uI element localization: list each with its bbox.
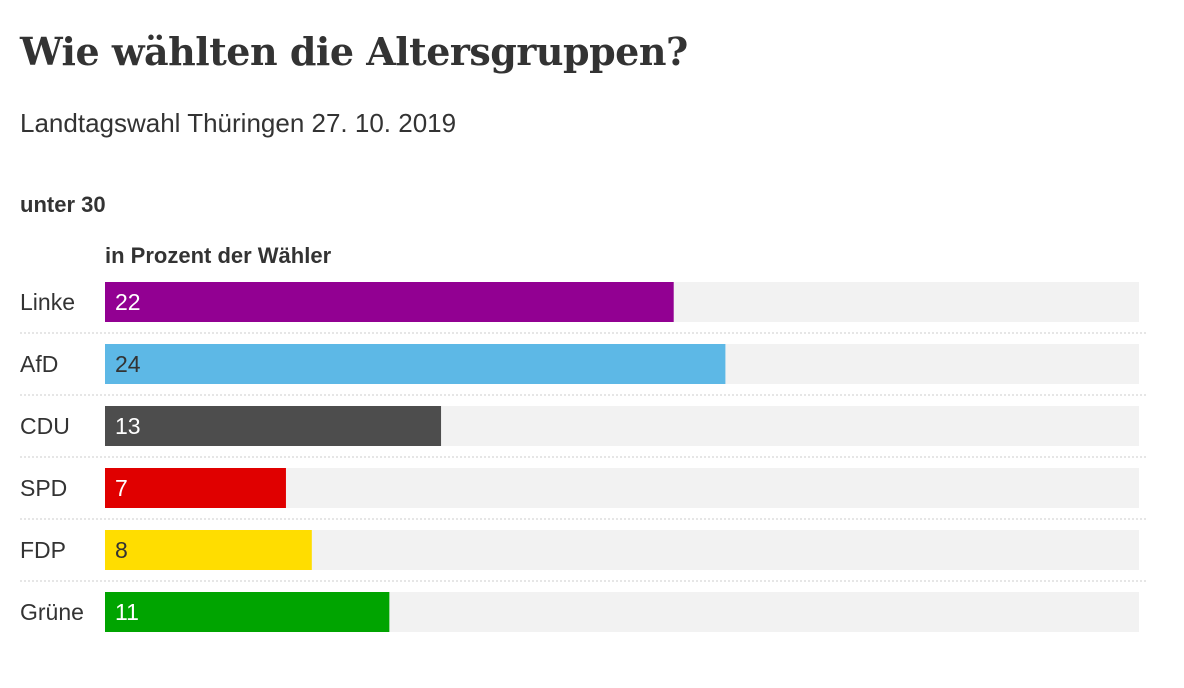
category-label-linke: Linke [20,289,75,315]
bar-gruene [105,592,390,632]
bar-afd [105,344,726,384]
chart-subtitle: Landtagswahl Thüringen 27. 10. 2019 [20,108,457,138]
value-label-cdu: 13 [115,413,141,439]
category-label-afd: AfD [20,351,58,377]
category-label-fdp: FDP [20,537,66,563]
category-label-gruene: Grüne [20,599,84,625]
chart-title: Wie wählten die Altersgruppen? [20,29,688,74]
value-label-afd: 24 [115,351,141,377]
bar-fdp [105,530,312,570]
bar-cdu [105,406,442,446]
axis-label: in Prozent der Wähler [105,243,332,268]
category-label-cdu: CDU [20,413,70,439]
bar-linke [105,282,674,322]
value-label-spd: 7 [115,475,128,501]
value-label-gruene: 11 [115,599,139,625]
value-label-linke: 22 [115,289,141,315]
category-label-spd: SPD [20,475,67,501]
age-group-label: unter 30 [20,192,106,217]
bar-spd [105,468,286,508]
value-label-fdp: 8 [115,537,128,563]
